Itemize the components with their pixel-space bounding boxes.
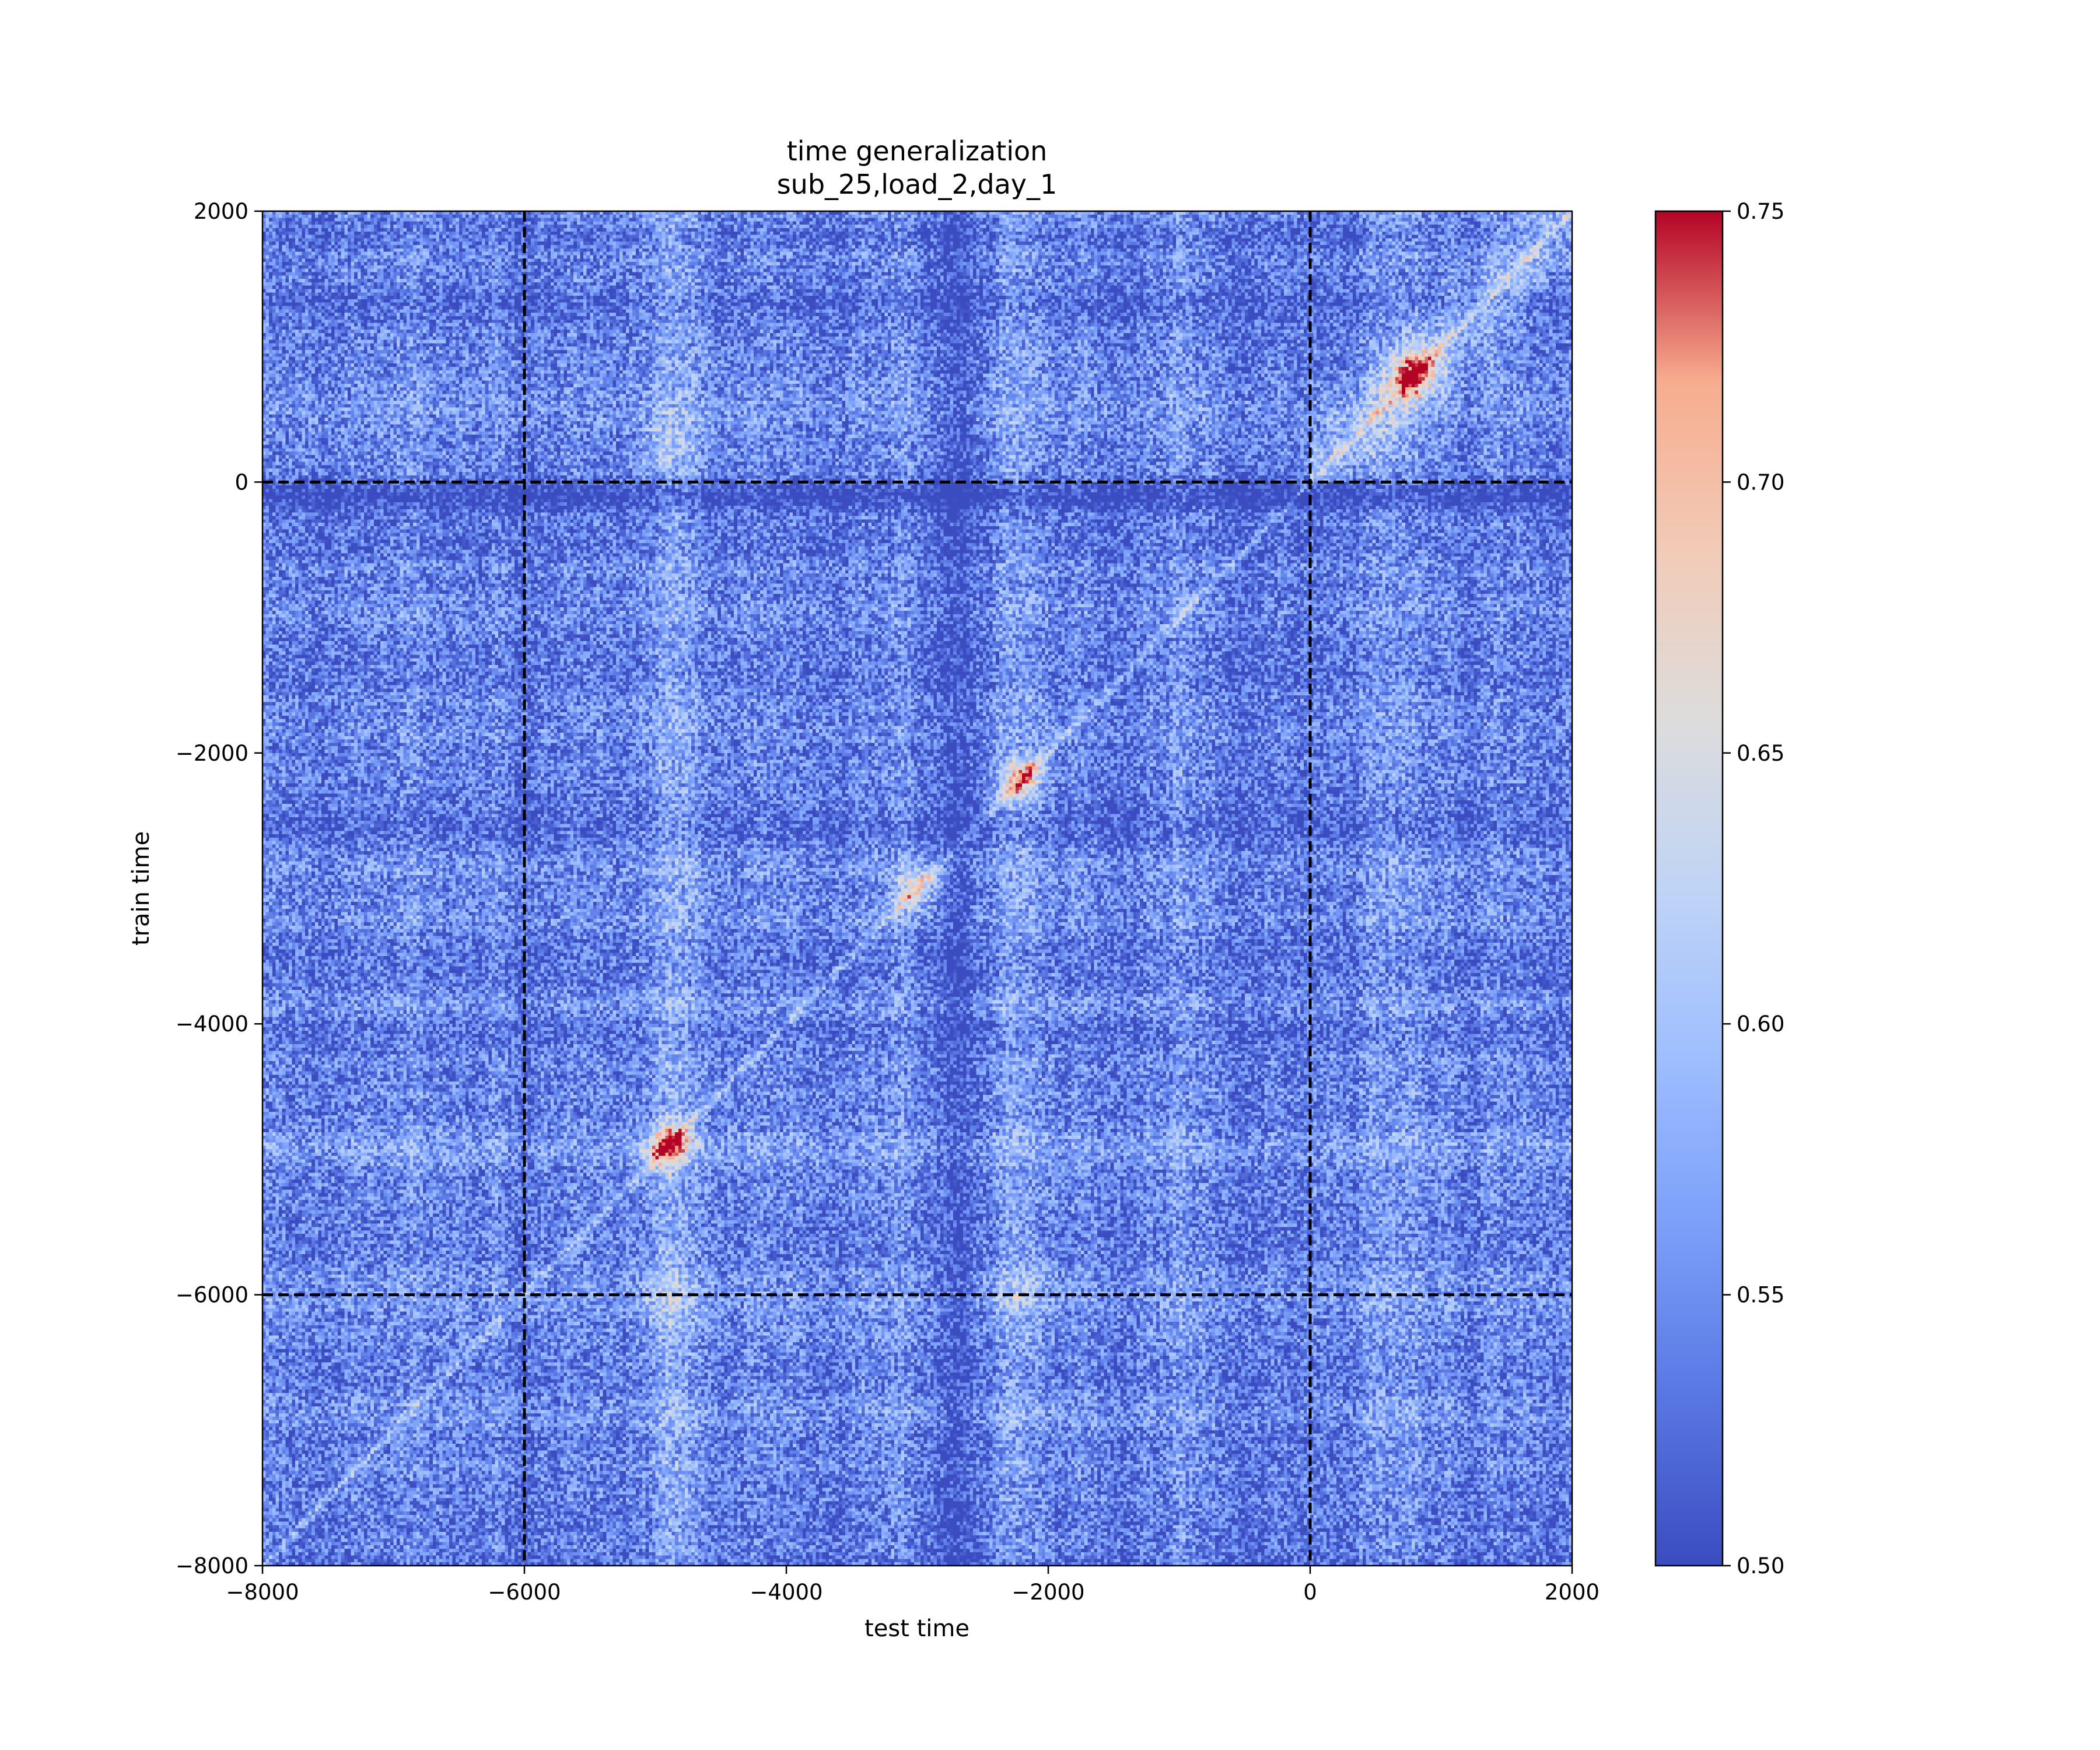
chart-title: time generalization bbox=[787, 135, 1048, 167]
plot-frame bbox=[261, 210, 1573, 1567]
chart-subtitle: sub_25,load_2,day_1 bbox=[777, 169, 1058, 200]
colorbar-tick-label: 0.50 bbox=[1737, 1553, 1784, 1578]
reference-lines bbox=[262, 211, 1572, 1566]
colorbar-tick-label: 0.55 bbox=[1737, 1283, 1784, 1308]
y-axis: −8000 −6000 −4000 −2000 0 2000 bbox=[176, 199, 262, 1578]
y-tick-label: 2000 bbox=[194, 199, 249, 224]
y-tick-label: −8000 bbox=[176, 1553, 249, 1578]
y-tick-label: −6000 bbox=[176, 1283, 249, 1308]
colorbar-tick-label: 0.75 bbox=[1737, 199, 1784, 224]
colorbar-tick-label: 0.70 bbox=[1737, 470, 1784, 495]
y-tick-label: −4000 bbox=[176, 1012, 249, 1037]
colorbar-tick-label: 0.65 bbox=[1737, 741, 1784, 766]
colorbar bbox=[1654, 210, 1724, 1567]
x-axis: −8000 −6000 −4000 −2000 0 2000 bbox=[226, 1566, 1600, 1605]
x-tick-label: −2000 bbox=[1012, 1580, 1084, 1605]
x-tick-label: −4000 bbox=[750, 1580, 822, 1605]
x-tick-label: 2000 bbox=[1545, 1580, 1600, 1605]
x-axis-label: test time bbox=[864, 1615, 970, 1642]
y-tick-label: −2000 bbox=[176, 741, 249, 766]
heatmap-image bbox=[262, 211, 1572, 1566]
heatmap bbox=[262, 211, 1572, 1566]
x-tick-label: −6000 bbox=[488, 1580, 561, 1605]
x-tick-label: −8000 bbox=[226, 1580, 299, 1605]
colorbar-ticks: 0.50 0.55 0.60 0.65 0.70 0.75 bbox=[1723, 199, 1784, 1578]
x-tick-label: 0 bbox=[1303, 1580, 1317, 1605]
colorbar-tick-label: 0.60 bbox=[1737, 1012, 1784, 1037]
y-axis-label: train time bbox=[128, 831, 155, 946]
y-tick-label: 0 bbox=[235, 470, 249, 495]
